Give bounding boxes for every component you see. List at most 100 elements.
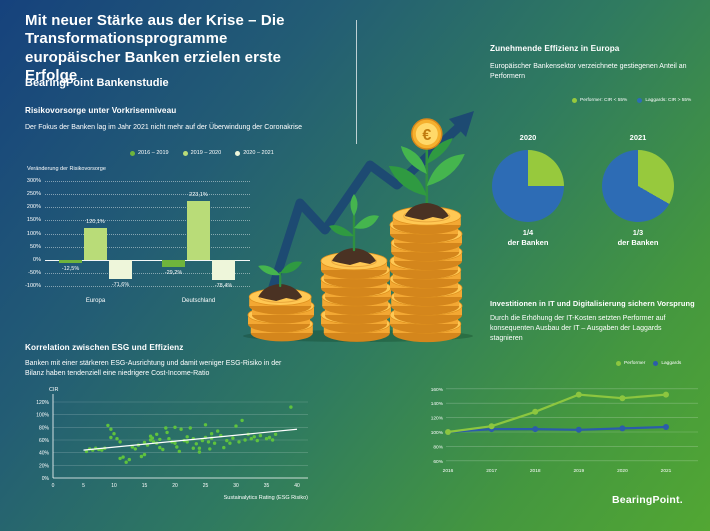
pie-caption: 1/4 der Banken (492, 228, 564, 248)
svg-text:35: 35 (264, 483, 270, 489)
pie-caption-text: der Banken (507, 238, 549, 248)
pie-year-label: 2021 (629, 133, 647, 142)
y-tick-label: 250% (26, 191, 41, 198)
line-series-performer (445, 391, 669, 435)
efficiency-section-description: Europäischer Bankensektor verzeichnete g… (490, 63, 687, 80)
svg-text:30: 30 (233, 483, 239, 489)
svg-text:10: 10 (111, 483, 117, 489)
coin-stack-2 (320, 251, 392, 342)
legend-item: Performer: CIR < 55% (572, 98, 627, 103)
gridline (45, 272, 250, 274)
svg-text:80%: 80% (433, 444, 443, 450)
bar-value-label: -71,6% (111, 281, 130, 288)
risk-section-description: Der Fokus der Banken lag im Jahr 2021 ni… (25, 124, 303, 131)
svg-text:2018: 2018 (530, 468, 541, 474)
y-tick-label: -100% (25, 283, 41, 289)
legend-dot-icon (572, 98, 577, 103)
risk-chart-legend: 2016 – 2019 2019 – 2020 2020 – 2021 (130, 150, 274, 156)
svg-text:€: € (422, 127, 431, 144)
bar-value-label: -29,2% (164, 270, 183, 277)
bar-value-label: -78,4% (214, 283, 233, 290)
bar-deutschland-3 (212, 259, 235, 281)
pie-caption-value: 1/4 (522, 228, 534, 237)
y-tick-label: 50% (29, 243, 41, 250)
scatter-points (84, 405, 293, 464)
line-series-laggards (445, 424, 669, 435)
y-tick-label: 300% (26, 178, 41, 184)
it-line-chart: 160% 140% 120% 100% 80% 60%2016 2017 2018 2019 20… (431, 387, 698, 474)
legend-dot-icon (616, 361, 621, 366)
svg-text:0: 0 (52, 483, 55, 489)
pie-caption-text: der Banken (617, 238, 659, 248)
svg-text:120%: 120% (431, 416, 444, 422)
pie-chart-2021 (602, 150, 674, 222)
pie-chart-legend: Performer: CIR < 55% Laggards: CIR > 55% (572, 98, 691, 103)
category-label: Europa (85, 298, 106, 304)
pie-caption-value: 1/3 (632, 228, 644, 237)
y-tick-label: 150% (26, 217, 41, 224)
legend-item: Laggards (653, 361, 681, 366)
bar-europa-2 (84, 228, 107, 260)
svg-text:60%: 60% (433, 459, 443, 465)
legend-label: 2020 – 2021 (243, 150, 274, 156)
svg-text:2020: 2020 (617, 468, 628, 474)
bar-deutschland-2 (187, 201, 210, 260)
it-section-description: Durch die Erhöhung der IT-Kosten setzten… (490, 315, 666, 342)
gridline (45, 207, 250, 209)
y-tick-label: 0% (33, 256, 41, 263)
legend-item: 2016 – 2019 (130, 150, 169, 156)
gridline (45, 246, 250, 248)
esg-section-description: Banken mit einer stärkeren ESG-Ausrichtu… (25, 360, 282, 377)
y-tick-label: 200% (26, 204, 41, 211)
svg-text:2021: 2021 (661, 468, 672, 474)
y-axis-label: CIR (49, 387, 59, 393)
plant-large: € (388, 118, 465, 220)
svg-text:40%: 40% (39, 451, 50, 457)
line-chart-legend: Performer Laggards (616, 361, 681, 366)
svg-text:15: 15 (142, 483, 148, 489)
it-section-heading: Investitionen in IT und Digitalisierung … (490, 299, 695, 308)
esg-section-heading: Korrelation zwischen ESG und Effizienz (25, 343, 184, 352)
bar-value-label: 223,1% (189, 192, 208, 199)
legend-dot-icon (235, 150, 241, 156)
bar-deutschland-1 (162, 259, 185, 268)
svg-text:160%: 160% (431, 387, 444, 393)
plant-medium (329, 194, 379, 265)
legend-label: Performer (624, 361, 646, 366)
legend-dot-icon (653, 361, 659, 366)
legend-item: Laggards: CIR > 55% (637, 98, 691, 103)
efficiency-section-heading: Zunehmende Effizienz in Europa (490, 44, 620, 53)
coin-stack-3 (389, 206, 463, 343)
gridline (45, 194, 250, 196)
svg-text:20%: 20% (39, 463, 50, 469)
y-tick-label: 100% (26, 230, 41, 237)
legend-dot-icon (637, 98, 643, 103)
legend-dot-icon (182, 150, 188, 156)
gridline (45, 259, 250, 261)
svg-text:20: 20 (172, 483, 178, 489)
legend-item: 2019 – 2020 (182, 150, 222, 156)
category-label: Deutschland (181, 298, 216, 304)
legend-item: 2020 – 2021 (235, 150, 274, 156)
esg-scatter-chart: 0% 20% 40% 60% 80% 100% 120% 0 5 10 15 20 25 30 35 40 CI… (36, 387, 308, 501)
vertical-divider (356, 20, 357, 144)
legend-dot-icon (130, 150, 135, 156)
svg-text:2017: 2017 (486, 468, 497, 474)
pie-chart-2020 (492, 150, 564, 222)
page-title: Mit neuer Stärke aus der Krise – Die Tra… (25, 12, 285, 84)
risk-section-heading: Risikovorsorge unter Vorkrisenniveau (25, 106, 177, 115)
risk-bar-chart: 300% 250% 200% 150% 100% 50% 0% -50% -100% -12,5%… (25, 178, 250, 304)
pie-year-label: 2020 (519, 133, 537, 142)
risk-chart-axis-label: Veränderung der Risikovorsorge (27, 166, 106, 172)
svg-text:100%: 100% (431, 430, 444, 436)
bar-europa-1 (59, 259, 82, 264)
legend-label: Laggards: CIR > 55% (645, 98, 692, 103)
legend-label: Performer: CIR < 55% (580, 98, 628, 103)
svg-text:80%: 80% (39, 425, 50, 431)
trendline (83, 428, 298, 451)
legend-label: 2019 – 2020 (190, 150, 222, 156)
page-subtitle: BearingPoint Bankenstudie (25, 77, 169, 89)
bar-value-label: 120,1% (86, 219, 105, 226)
svg-text:60%: 60% (39, 438, 50, 444)
